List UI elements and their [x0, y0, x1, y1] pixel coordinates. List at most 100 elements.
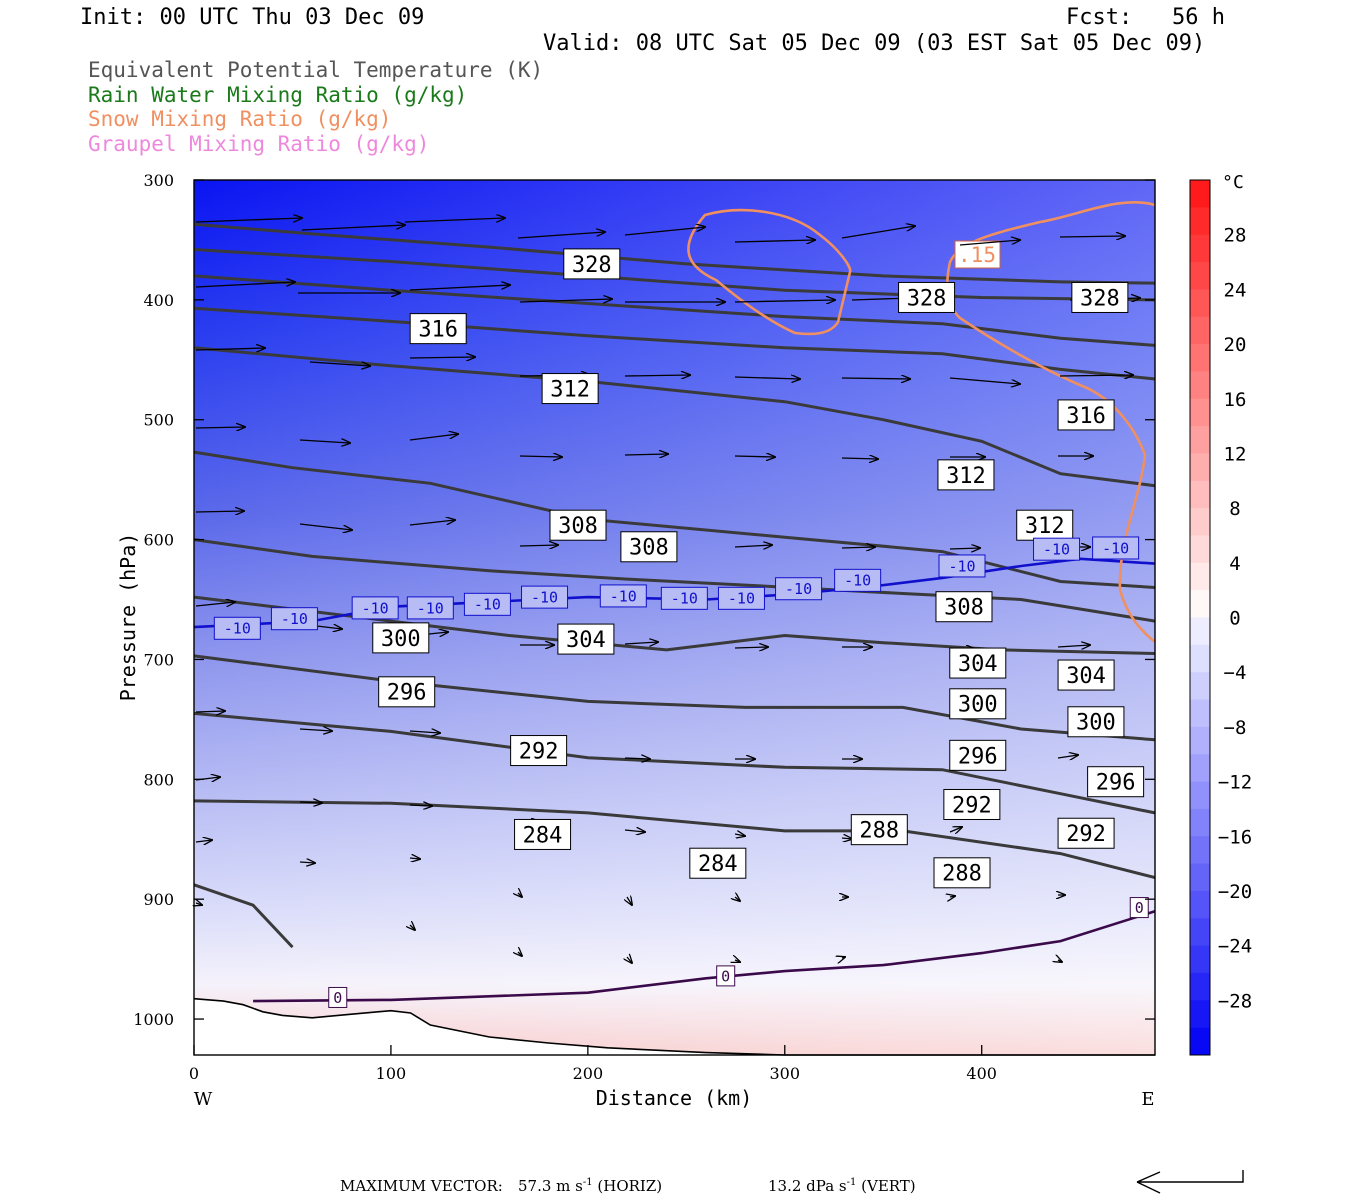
colorbar-band	[1190, 207, 1210, 236]
theta-e-label-text: 316	[1066, 404, 1106, 429]
theta-e-contour-292	[193, 711, 1156, 815]
isotherm-minus10-label-text: -10	[728, 590, 755, 608]
isotherm-minus10-label-text: -10	[474, 596, 501, 614]
theta-e-label-text: 308	[944, 596, 984, 621]
colorbar-band	[1190, 398, 1210, 427]
wind-vector	[518, 893, 522, 897]
colorbar-tick-label: −4	[1224, 662, 1247, 684]
colorbar-band	[1190, 699, 1210, 728]
theta-e-label: 284	[514, 818, 572, 850]
isotherm-minus10-label-text: -10	[844, 572, 871, 590]
theta-e-label: 292	[1057, 817, 1115, 849]
wind-vector	[410, 925, 415, 930]
snow-contour-closed	[687, 208, 852, 336]
isotherm-zero-label-box	[716, 965, 736, 987]
isotherm-zero	[253, 909, 1156, 1003]
theta-e-label: 328	[898, 281, 956, 313]
snow-contour-label: .15	[954, 240, 1001, 269]
theta-e-label-box	[1057, 659, 1115, 691]
wind-vector	[299, 440, 350, 443]
wind-vector	[735, 897, 740, 901]
theta-e-label-text: 284	[698, 852, 738, 877]
wind-vector	[1057, 755, 1078, 758]
theta-e-label: 296	[949, 739, 1007, 771]
wind-vector	[195, 282, 295, 288]
theta-e-label: 296	[378, 676, 436, 708]
wind-vector	[517, 232, 605, 239]
theta-e-contour-316	[193, 306, 1156, 381]
colorbar-band	[1190, 344, 1210, 372]
wind-vector	[1059, 236, 1125, 237]
colorbar-band	[1190, 426, 1210, 454]
theta-e-label-box	[850, 814, 908, 846]
wind-vector	[519, 456, 562, 457]
colorbar-tick-label: 20	[1224, 334, 1247, 356]
isotherm-minus10-label-text: -10	[785, 580, 812, 598]
colorbar-band	[1190, 918, 1210, 947]
theta-e-label-text: 292	[952, 793, 992, 818]
isotherm-minus10-label: -10	[938, 554, 986, 578]
max-vector-label: MAXIMUM VECTOR:	[340, 1177, 503, 1195]
theta-e-label-text: 288	[942, 862, 982, 887]
isotherm-minus10-label-text: -10	[531, 589, 558, 607]
isotherm-minus10-label-box	[717, 586, 765, 610]
wind-vector	[195, 511, 244, 512]
isotherm-minus10-label: -10	[775, 577, 823, 601]
theta-e-label-box	[1087, 766, 1145, 798]
theta-e-label: 300	[372, 622, 430, 654]
reference-vector-icon	[1136, 1170, 1244, 1194]
wind-vector	[409, 858, 420, 859]
theta-e-label-box	[372, 622, 430, 654]
isotherm-minus10-label-box	[660, 586, 708, 610]
theta-e-label-box	[549, 509, 607, 541]
snow-label-text: .15	[958, 243, 996, 267]
colorbar-tick-label: −20	[1218, 881, 1252, 903]
isotherm-zero-label: 0	[1129, 897, 1149, 919]
wind-vector	[959, 240, 1020, 246]
isotherm-minus10-label-box	[775, 577, 823, 601]
wind-vector	[842, 957, 845, 958]
theta-e-label: 308	[549, 509, 607, 541]
colorbar-tick-label: 8	[1229, 498, 1240, 520]
wind-vector	[734, 545, 772, 547]
wind-vector	[409, 357, 475, 358]
wind-vector	[195, 427, 245, 428]
y-tick-label: 800	[143, 770, 174, 789]
colorbar-band	[1190, 371, 1210, 400]
theta-e-label: 312	[937, 459, 995, 491]
isotherm-minus10-label: -10	[1033, 537, 1081, 561]
wind-vector	[734, 647, 768, 648]
x-axis-west-label: W	[194, 1089, 213, 1110]
y-tick-label: 300	[143, 171, 174, 190]
isotherm-zero-label: 0	[716, 965, 736, 987]
theta-e-label-text: 328	[1080, 286, 1120, 311]
wind-vector	[299, 862, 315, 863]
wind-vector	[841, 226, 915, 239]
wind-vector	[409, 285, 510, 291]
colorbar-tick-label: −12	[1218, 772, 1252, 794]
wind-vector	[949, 377, 1020, 384]
theta-e-contour-320	[193, 274, 1156, 347]
theta-e-label-text: 328	[907, 286, 947, 311]
terrain-mask	[194, 998, 1155, 1055]
theta-e-contour-324	[193, 248, 1156, 302]
colorbar-band	[1190, 453, 1210, 482]
isotherm-minus10-label-text: -10	[610, 587, 637, 605]
theta-e-label-text: 304	[958, 652, 998, 677]
colorbar-band	[1190, 672, 1210, 701]
isotherm-minus10-label-box	[599, 584, 647, 608]
init-time: Init: 00 UTC Thu 03 Dec 09	[80, 5, 425, 30]
colorbar-frame	[1189, 179, 1211, 1056]
wind-vector	[299, 523, 352, 530]
wind-vector	[624, 375, 690, 376]
colorbar-band	[1190, 535, 1210, 564]
theta-e-label-text: 300	[958, 693, 998, 718]
isotherm-zero-label-box	[328, 986, 348, 1008]
theta-e-label-box	[378, 676, 436, 708]
theta-e-label-box	[898, 281, 956, 313]
colorbar-band	[1190, 726, 1210, 755]
theta-e-label: 304	[1057, 659, 1115, 691]
colorbar-band	[1190, 562, 1210, 591]
wind-vector	[841, 838, 852, 839]
wind-vector	[624, 758, 650, 759]
